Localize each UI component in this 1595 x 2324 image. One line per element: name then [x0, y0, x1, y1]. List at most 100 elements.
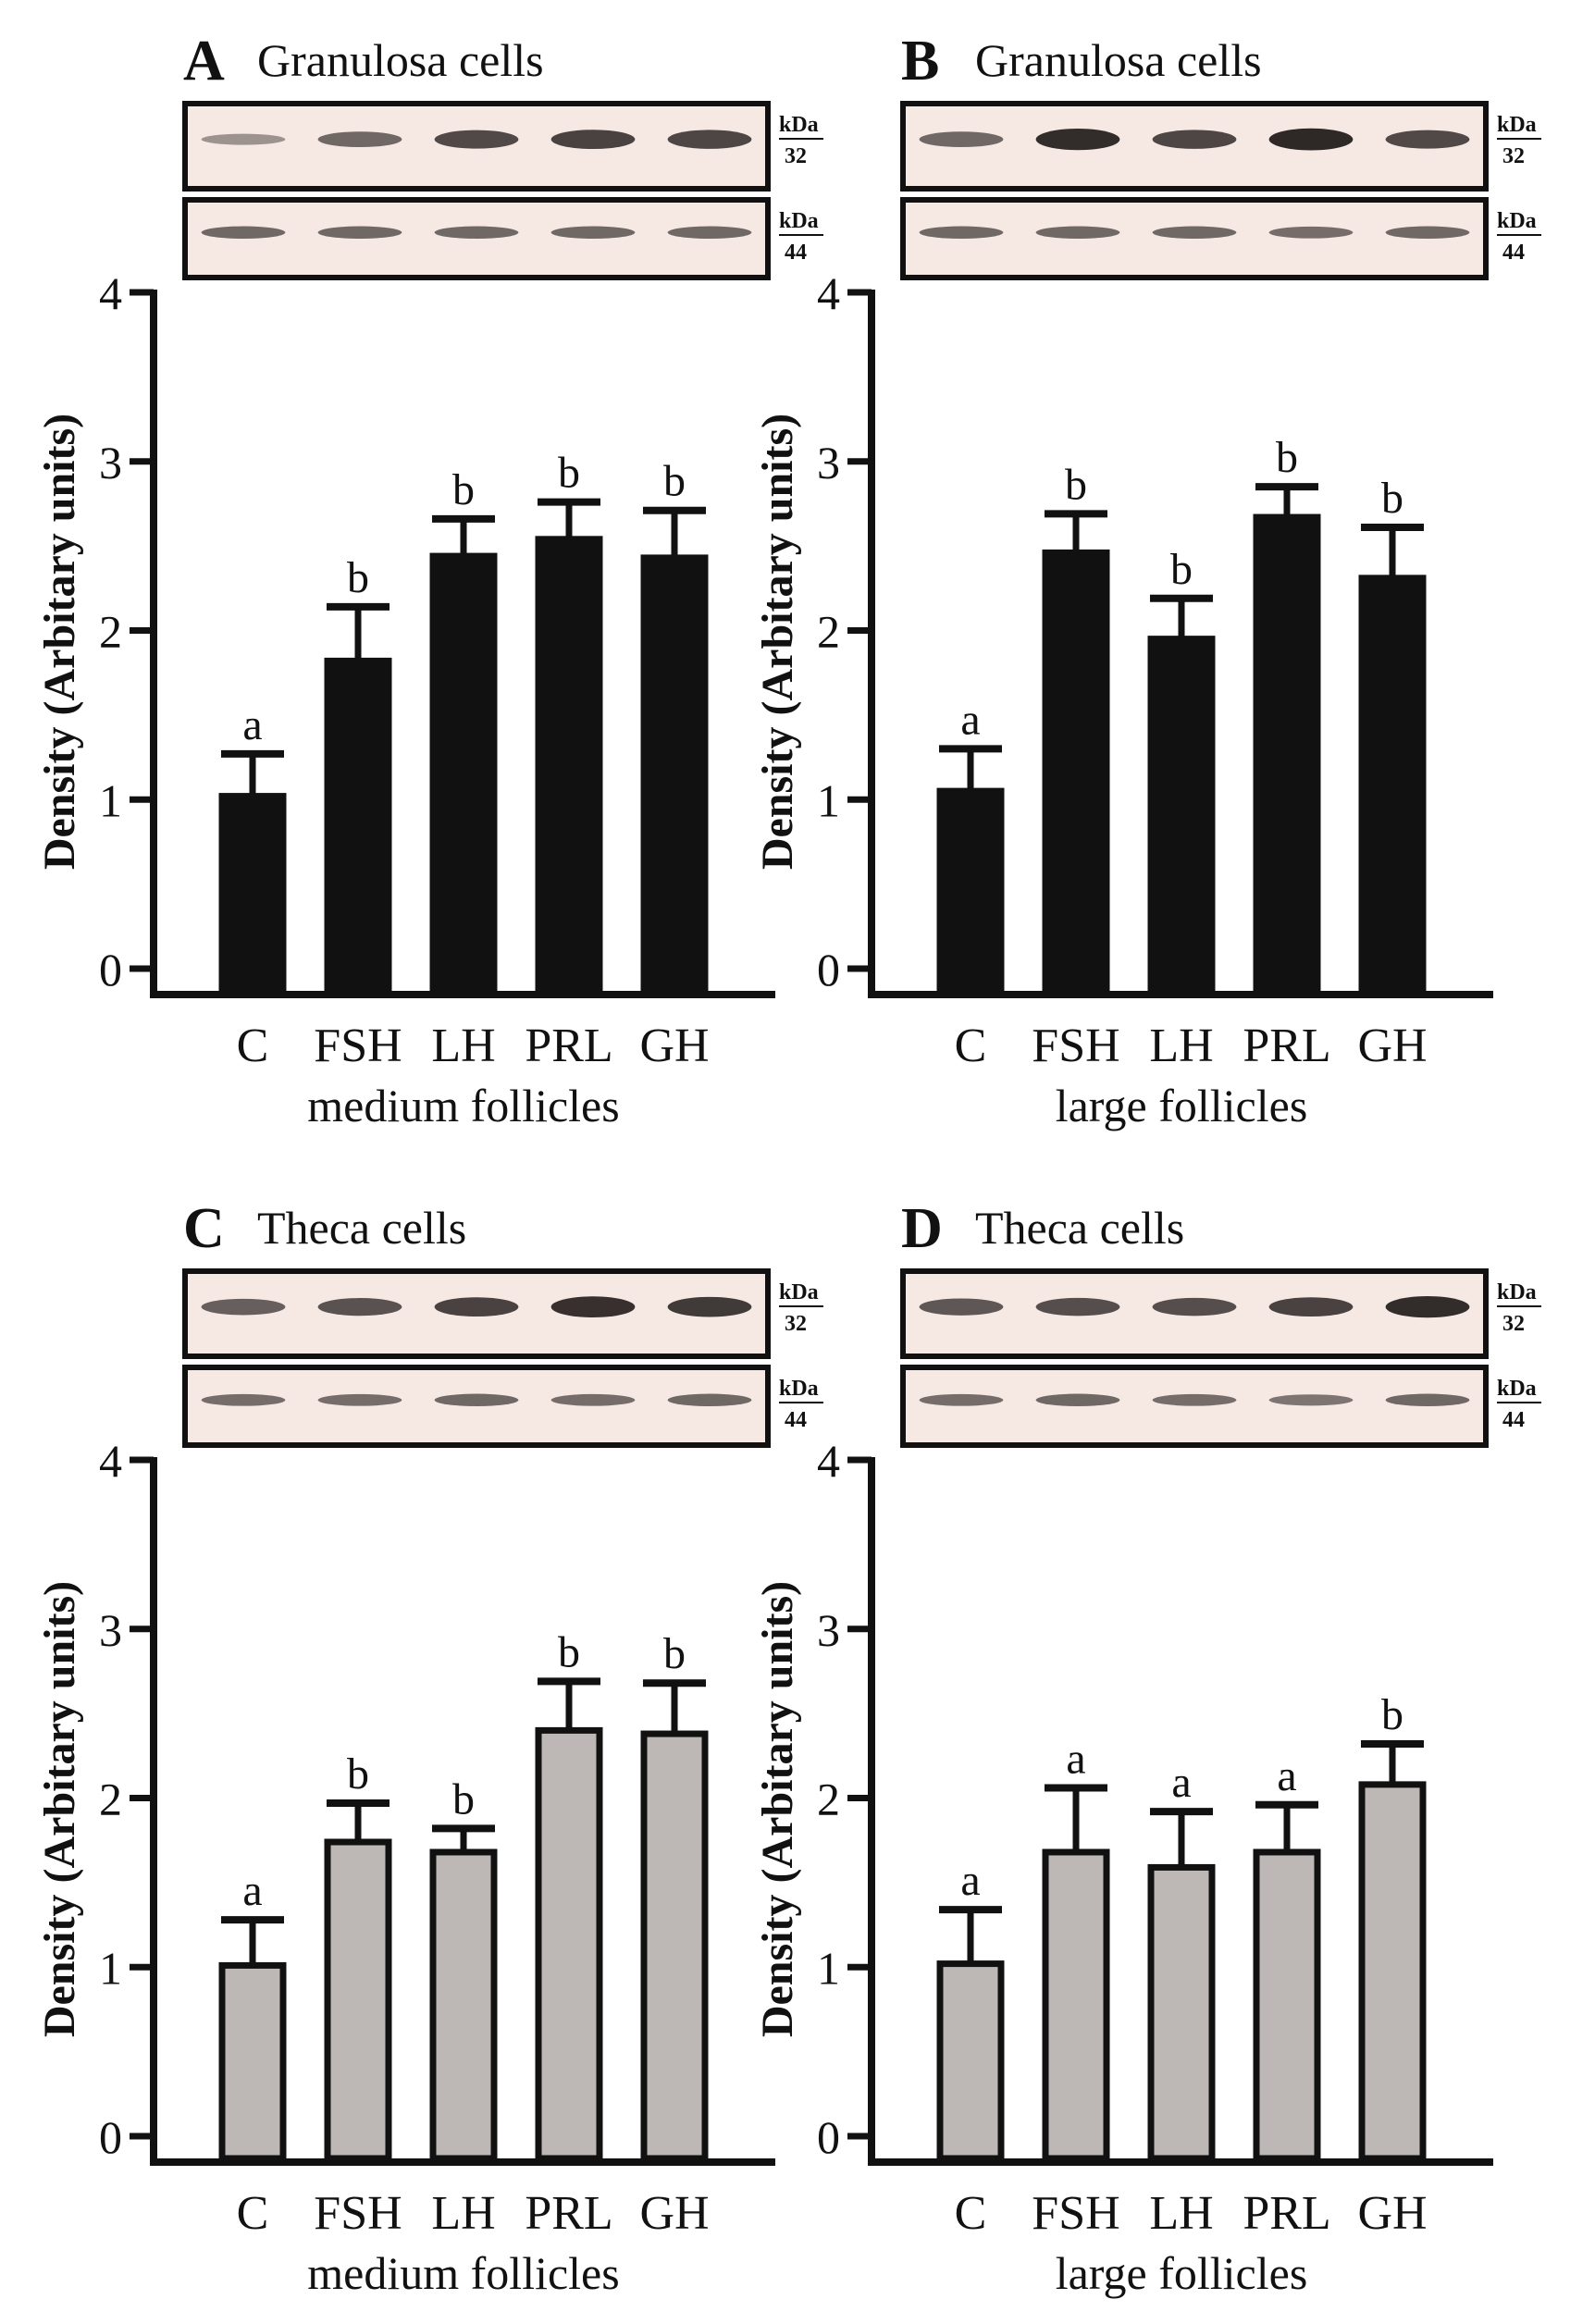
bar-fsh	[324, 657, 392, 995]
kda-value: 44	[785, 1408, 807, 1432]
blot-top: kDa 32	[900, 101, 1541, 192]
blot-band	[1385, 130, 1470, 149]
blot-band	[434, 226, 519, 239]
x-tick-label: PRL	[1243, 1020, 1330, 1072]
blot-band	[201, 226, 286, 239]
significance-label: a	[960, 1856, 980, 1905]
kda-label: kDa	[1497, 113, 1537, 137]
bar-lh	[429, 1848, 498, 2162]
blot-band	[1268, 226, 1354, 239]
blot-bottom: kDa 44	[900, 1365, 1541, 1448]
bars: a Cb FSH b LH b PRL b GH	[218, 449, 710, 1072]
y-axis-label: Density (Arbitary units)	[35, 414, 84, 870]
y-tick-label: 0	[817, 2111, 840, 2163]
bar-c	[936, 787, 1005, 995]
blot-band	[667, 1296, 752, 1317]
blot-band	[919, 1298, 1004, 1316]
x-tick-label: FSH	[314, 2187, 402, 2240]
bar-lh	[1147, 636, 1216, 995]
x-tick-label: PRL	[1243, 2187, 1330, 2240]
panel-letter: C	[183, 1197, 225, 1260]
y-tick-label: 4	[99, 267, 122, 319]
axes: 0 1 2 3 4 Density (Arbitary units)	[753, 267, 1493, 998]
blot-band	[434, 1297, 519, 1317]
blot-band	[317, 226, 402, 239]
blot-band	[919, 1393, 1004, 1406]
panel-title: Granulosa cells	[975, 34, 1262, 86]
kda-value: 44	[785, 241, 807, 265]
panel-a: A Granulosa cells kDa 32 kDa 44 0 1 2 3 4 Density (…	[35, 30, 823, 1131]
bar-lh	[429, 552, 498, 995]
x-tick-label: PRL	[525, 2187, 612, 2240]
bar-prl	[1253, 1848, 1321, 2162]
blot-band	[1152, 1393, 1237, 1406]
blot-band	[667, 1393, 752, 1406]
bar-gh	[640, 1730, 709, 2162]
bar-prl	[535, 536, 603, 995]
blot-band	[1035, 129, 1120, 151]
panel-d: D Theca cells kDa 32 kDa 44 0 1 2 3 4 Density (Arbi…	[753, 1197, 1541, 2299]
kda-value: 32	[1502, 144, 1525, 168]
blot-band	[667, 130, 752, 149]
significance-label: b	[1170, 545, 1193, 594]
y-tick-label: 4	[817, 1435, 840, 1487]
blot-band	[1035, 1393, 1120, 1406]
blot-band	[317, 1393, 402, 1406]
y-tick-label: 2	[817, 1774, 840, 1825]
x-tick-label: FSH	[1032, 2187, 1119, 2240]
kda-label: kDa	[779, 113, 819, 137]
blot-top: kDa 32	[182, 1268, 823, 1359]
panel-b: B Granulosa cells kDa 32 kDa 44 0 1 2 3 4 Density (…	[753, 30, 1541, 1131]
y-tick-label: 1	[99, 774, 122, 826]
x-tick-label: LH	[431, 2187, 495, 2240]
blot-frame	[900, 197, 1489, 280]
blot-band	[317, 1298, 402, 1317]
kda-label: kDa	[779, 1377, 819, 1401]
bar-fsh	[1042, 549, 1110, 995]
significance-label: b	[1381, 474, 1403, 523]
blot-band	[201, 1298, 286, 1316]
y-tick-label: 0	[99, 2111, 122, 2163]
x-tick-label: GH	[639, 1020, 709, 1072]
blot-band	[667, 226, 752, 239]
bar-fsh	[1042, 1848, 1110, 2162]
blot-band	[317, 131, 402, 148]
y-tick-label: 3	[99, 1604, 122, 1656]
blot-bottom: kDa 44	[900, 197, 1541, 280]
kda-label: kDa	[1497, 1377, 1537, 1401]
y-tick-label: 1	[817, 774, 840, 826]
blot-band	[1152, 130, 1237, 149]
y-tick-label: 0	[817, 944, 840, 995]
x-tick-label: FSH	[314, 1020, 402, 1072]
significance-label: a	[1277, 1751, 1296, 1800]
axes: 0 1 2 3 4 Density (Arbitary units)	[753, 1435, 1493, 2166]
panel-title: Granulosa cells	[257, 34, 544, 86]
kda-value: 44	[1502, 1408, 1525, 1432]
bar-c	[218, 793, 287, 995]
panel-title: Theca cells	[257, 1202, 466, 1254]
x-tick-label: GH	[639, 2187, 709, 2240]
significance-label: a	[1066, 1735, 1085, 1784]
y-tick-label: 2	[817, 606, 840, 658]
kda-label: kDa	[1497, 209, 1537, 233]
significance-label: a	[960, 695, 980, 744]
kda-label: kDa	[779, 1280, 819, 1304]
bar-c	[218, 1961, 287, 2162]
blot-band	[550, 130, 636, 150]
x-tick-label: LH	[1149, 1020, 1213, 1072]
significance-label: b	[663, 457, 686, 506]
blot-band	[1268, 1394, 1354, 1406]
significance-label: b	[347, 553, 369, 602]
blot-band	[434, 130, 519, 149]
y-axis-label: Density (Arbitary units)	[753, 1581, 802, 2037]
significance-label: b	[1381, 1690, 1403, 1739]
significance-label: b	[1276, 433, 1298, 482]
blot-band	[1035, 226, 1120, 239]
significance-label: b	[1065, 460, 1087, 509]
x-axis-label: medium follicles	[307, 1080, 619, 1131]
blot-band	[201, 1393, 286, 1406]
bar-c	[936, 1960, 1005, 2162]
bar-gh	[1358, 575, 1427, 995]
x-tick-label: GH	[1357, 1020, 1427, 1072]
